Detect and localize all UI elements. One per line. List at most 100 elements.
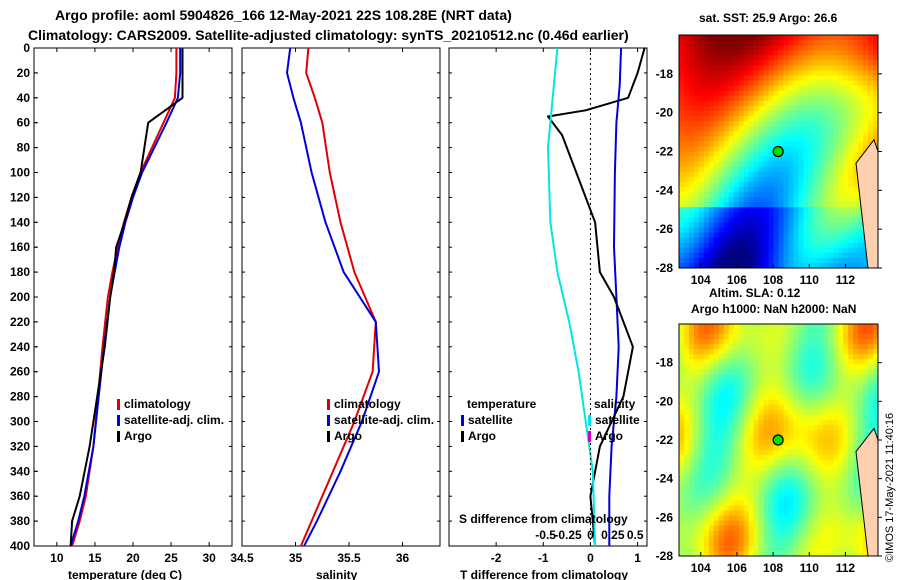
sla-map-cell [758, 379, 765, 386]
sla-map-cell [798, 344, 804, 350]
sst-map-cell [853, 207, 859, 213]
sst-map-cell [743, 192, 750, 198]
sst-map-cell [758, 212, 765, 218]
sst-map-cell [828, 247, 834, 254]
sst-map-cell [728, 156, 735, 163]
sst-map-cell [868, 126, 874, 132]
sla-map-cell [858, 369, 864, 375]
sla-map-cell [683, 475, 690, 481]
sla-map-cell [713, 364, 720, 370]
sla-map-cell [743, 354, 750, 360]
sst-map-cell [793, 237, 799, 244]
sst-map-cell [728, 166, 735, 173]
sst-map-cell [693, 252, 700, 259]
sst-map-cell [803, 166, 809, 173]
sla-map-cell [778, 409, 784, 416]
sst-map-cell [843, 136, 849, 142]
sla-map-cell [713, 525, 720, 532]
sla-map-cell [808, 530, 814, 537]
sla-map-cell [713, 399, 720, 406]
sla-map-cell [813, 465, 819, 471]
sla-map-cell [843, 525, 849, 532]
sla-map-cell [838, 525, 844, 532]
sla-map-cell [773, 414, 779, 421]
sst-map-cell [743, 70, 750, 77]
sla-map-cell [698, 384, 705, 391]
sla-map-cell [768, 424, 775, 431]
depth-tick-label-160: 160 [10, 240, 30, 254]
sst-map-cell [683, 105, 690, 112]
sla-map-cell [833, 475, 839, 481]
sst-map-cell [708, 90, 715, 97]
sla-map-cell [718, 369, 725, 375]
sla-map-cell [808, 545, 814, 552]
sst-map-cell [758, 242, 765, 249]
sst-map-cell [768, 151, 775, 158]
sla-map-cell [693, 530, 700, 537]
sst-map-cell [713, 197, 720, 203]
sst-map-cell [708, 110, 715, 117]
sst-map-cell [738, 146, 745, 152]
sst-map-cell [853, 242, 859, 249]
sla-map-cell [738, 344, 745, 350]
sst-map-cell [748, 95, 755, 102]
sla-map-cell [738, 490, 745, 496]
sla-map-cell [788, 440, 794, 446]
sst-map-cell [713, 161, 720, 168]
sst-map-cell [703, 202, 710, 208]
sst-map-cell [788, 242, 794, 249]
sla-map-cell [843, 480, 849, 486]
sla-map-cell [738, 515, 745, 522]
sst-map-cell [748, 70, 755, 77]
sst-map-cell [753, 202, 760, 208]
sst-map-cell [763, 247, 770, 254]
sst-map-cell [733, 192, 740, 198]
sst-map-cell [793, 212, 799, 218]
sla-map-cell [679, 369, 685, 375]
sst-map-cell [743, 237, 750, 244]
sla-map-cell [783, 535, 789, 542]
sst-map-cell [679, 70, 685, 77]
sla-map-cell [863, 409, 869, 416]
sst-map-cell [688, 202, 695, 208]
sla-map-cell [813, 530, 819, 537]
temperature-axis-label: temperature (deg C) [68, 568, 182, 580]
sst-map-cell [733, 65, 740, 71]
sla-map-cell [748, 434, 755, 441]
sla-map-cell [813, 354, 819, 360]
sla-map-cell [778, 374, 784, 380]
sst-map-cell [743, 257, 750, 264]
sst-map-cell [773, 237, 779, 244]
sst-map-cell [698, 85, 705, 92]
sla-map-cell [798, 505, 804, 512]
sla-map-cell [758, 460, 765, 466]
sla-map-cell [863, 354, 869, 360]
sst-map-cell [773, 50, 779, 56]
sla-map-cell [758, 540, 765, 547]
sla-map-cell [768, 409, 775, 416]
sla-map-cell [679, 384, 685, 391]
sla-map-cell [733, 510, 740, 517]
sst-map-cell [808, 110, 814, 117]
sla-map-cell [703, 490, 710, 496]
sla-map-cell [698, 455, 705, 461]
sst-map-cell [683, 227, 690, 234]
sla-map-cell [783, 445, 789, 451]
sla-map-cell [853, 445, 859, 451]
sst-map-cell [688, 126, 695, 132]
sst-map-cell [818, 186, 824, 193]
sst-map-cell [688, 100, 695, 107]
sst-map-cell [703, 262, 710, 269]
sla-map-cell [763, 394, 770, 401]
sst-map-cell [728, 100, 735, 107]
sst-map-cell [693, 242, 700, 249]
sst-map-cell [803, 105, 809, 112]
sla-map-cell [758, 364, 765, 370]
sla-map-cell [708, 455, 715, 461]
sst-map-cell [713, 65, 720, 71]
sla-map-cell [698, 374, 705, 380]
sla-map-cell [683, 545, 690, 552]
sst-map-cell [693, 141, 700, 147]
sla-map-cell [798, 545, 804, 552]
sst-map-cell [713, 222, 720, 228]
